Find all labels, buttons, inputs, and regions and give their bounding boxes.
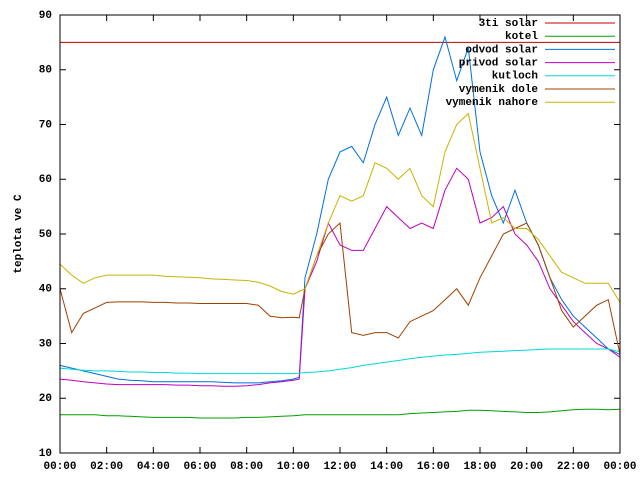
y-axis-label: teplota ve C bbox=[13, 194, 25, 274]
series-line bbox=[59, 348, 621, 375]
x-tick-label: 04:00 bbox=[137, 461, 170, 473]
y-tick-label: 90 bbox=[39, 10, 52, 22]
legend-label: 3ti solar bbox=[479, 18, 538, 30]
x-tick-label: 20:00 bbox=[510, 461, 543, 473]
x-tick-label: 08:00 bbox=[230, 461, 263, 473]
plot-frame bbox=[59, 14, 621, 454]
x-tick-label: 22:00 bbox=[557, 461, 590, 473]
y-tick-label: 60 bbox=[39, 174, 52, 186]
x-tick-label: 00:00 bbox=[603, 461, 636, 473]
x-tick-label: 14:00 bbox=[370, 461, 403, 473]
y-tick-label: 10 bbox=[39, 448, 52, 460]
x-tick-label: 02:00 bbox=[90, 461, 123, 473]
legend-label: kutloch bbox=[492, 71, 538, 83]
series-line bbox=[59, 35, 621, 384]
y-tick-label: 30 bbox=[39, 338, 52, 350]
x-tick-label: 06:00 bbox=[183, 461, 216, 473]
series-line bbox=[60, 408, 621, 419]
x-tick-label: 16:00 bbox=[417, 461, 450, 473]
series-line bbox=[59, 112, 621, 303]
x-tick-label: 10:00 bbox=[277, 461, 310, 473]
legend-label: vymenik dole bbox=[459, 84, 539, 96]
y-tick-label: 40 bbox=[39, 284, 52, 296]
x-tick-label: 00:00 bbox=[43, 461, 76, 473]
legend-label: vymenik nahore bbox=[446, 97, 539, 109]
legend-label: kotel bbox=[505, 31, 538, 43]
y-tick-label: 20 bbox=[39, 393, 52, 405]
x-tick-label: 12:00 bbox=[323, 461, 356, 473]
series-line bbox=[59, 221, 621, 355]
y-tick-label: 70 bbox=[39, 119, 52, 131]
legend-label: odvod solar bbox=[465, 44, 538, 56]
series-line bbox=[59, 167, 621, 387]
legend-label: privod solar bbox=[459, 58, 538, 70]
x-tick-label: 18:00 bbox=[463, 461, 496, 473]
y-tick-label: 50 bbox=[39, 229, 52, 241]
y-tick-label: 80 bbox=[39, 65, 52, 77]
